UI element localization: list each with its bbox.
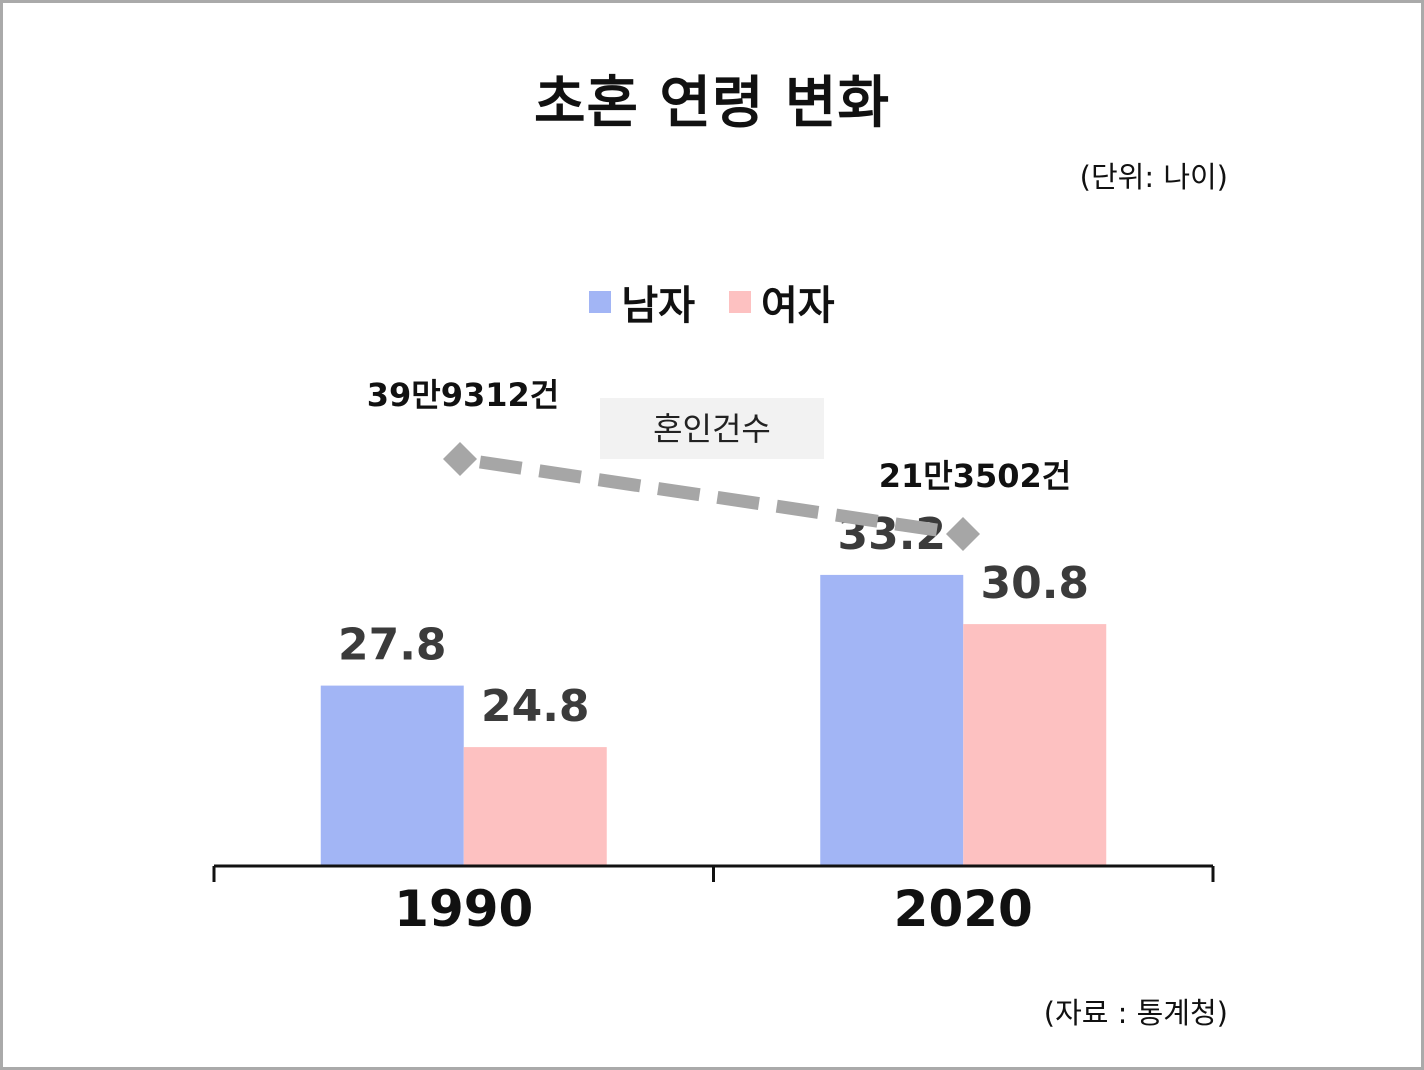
legend-swatch-male xyxy=(589,291,612,313)
bar-male-2020 xyxy=(820,574,964,866)
marriage-count-label-1990: 39만9312건 xyxy=(367,376,559,414)
source-note: (자료 : 통계청) xyxy=(1043,996,1228,1030)
marriage-trend-marker-2020 xyxy=(946,517,980,551)
legend-item-female: 여자 xyxy=(728,273,835,331)
chart-title: 초혼 연령 변화 xyxy=(533,71,891,136)
legend: 남자 여자 xyxy=(0,273,1424,331)
bar-male-1990 xyxy=(320,685,464,866)
legend-label-female: 여자 xyxy=(760,283,835,329)
bar-female-1990 xyxy=(463,747,607,866)
legend-swatch-female xyxy=(728,291,751,313)
x-tick-label-1990: 1990 xyxy=(394,880,533,938)
marriage-trend-line xyxy=(479,455,944,538)
value-label-male-1990: 27.8 xyxy=(338,620,447,671)
trend-annotation-label: 혼인건수 xyxy=(653,410,771,448)
value-label-female-1990: 24.8 xyxy=(481,681,590,732)
bar-female-2020 xyxy=(963,624,1107,866)
value-label-female-2020: 30.8 xyxy=(980,558,1089,609)
x-tick-label-2020: 2020 xyxy=(894,880,1033,938)
legend-label-male: 남자 xyxy=(621,283,696,329)
trend-annotation-box xyxy=(600,398,824,459)
marriage-count-label-2020: 21만3502건 xyxy=(879,457,1071,495)
unit-note: (단위: 나이) xyxy=(1079,160,1228,194)
marriage-trend-marker-1990 xyxy=(443,442,477,476)
legend-item-male: 남자 xyxy=(589,273,695,331)
